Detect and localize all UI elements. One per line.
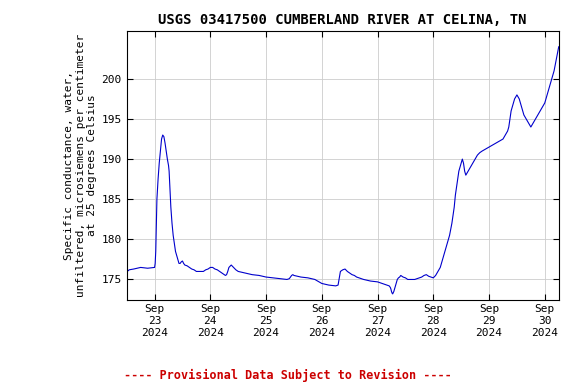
Y-axis label: Specific conductance, water,
unfiltered, microsiemens per centimeter
at 25 degre: Specific conductance, water, unfiltered,… <box>65 33 97 297</box>
Title: USGS 03417500 CUMBERLAND RIVER AT CELINA, TN: USGS 03417500 CUMBERLAND RIVER AT CELINA… <box>158 13 527 27</box>
Text: ---- Provisional Data Subject to Revision ----: ---- Provisional Data Subject to Revisio… <box>124 369 452 382</box>
